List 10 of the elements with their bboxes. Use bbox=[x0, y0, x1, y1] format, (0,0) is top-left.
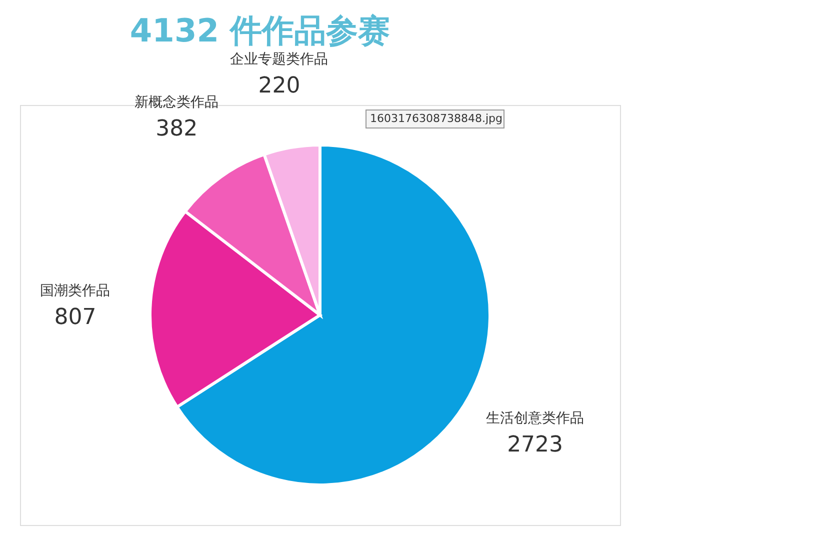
data-label: 220 bbox=[258, 73, 300, 98]
data-label: 807 bbox=[54, 304, 96, 330]
data-label: 382 bbox=[156, 116, 198, 142]
chart-title: 4132 件作品参赛 bbox=[130, 11, 390, 50]
data-label: 2723 bbox=[507, 432, 564, 458]
slice-label: 新概念类作品 bbox=[134, 94, 219, 110]
slice-label: 企业专题类作品 bbox=[230, 51, 328, 68]
slice-label: 生活创意类作品 bbox=[486, 410, 584, 426]
slice-label: 国潮类作品 bbox=[40, 282, 110, 299]
text: 1603176308738848.jpg bbox=[370, 112, 502, 125]
